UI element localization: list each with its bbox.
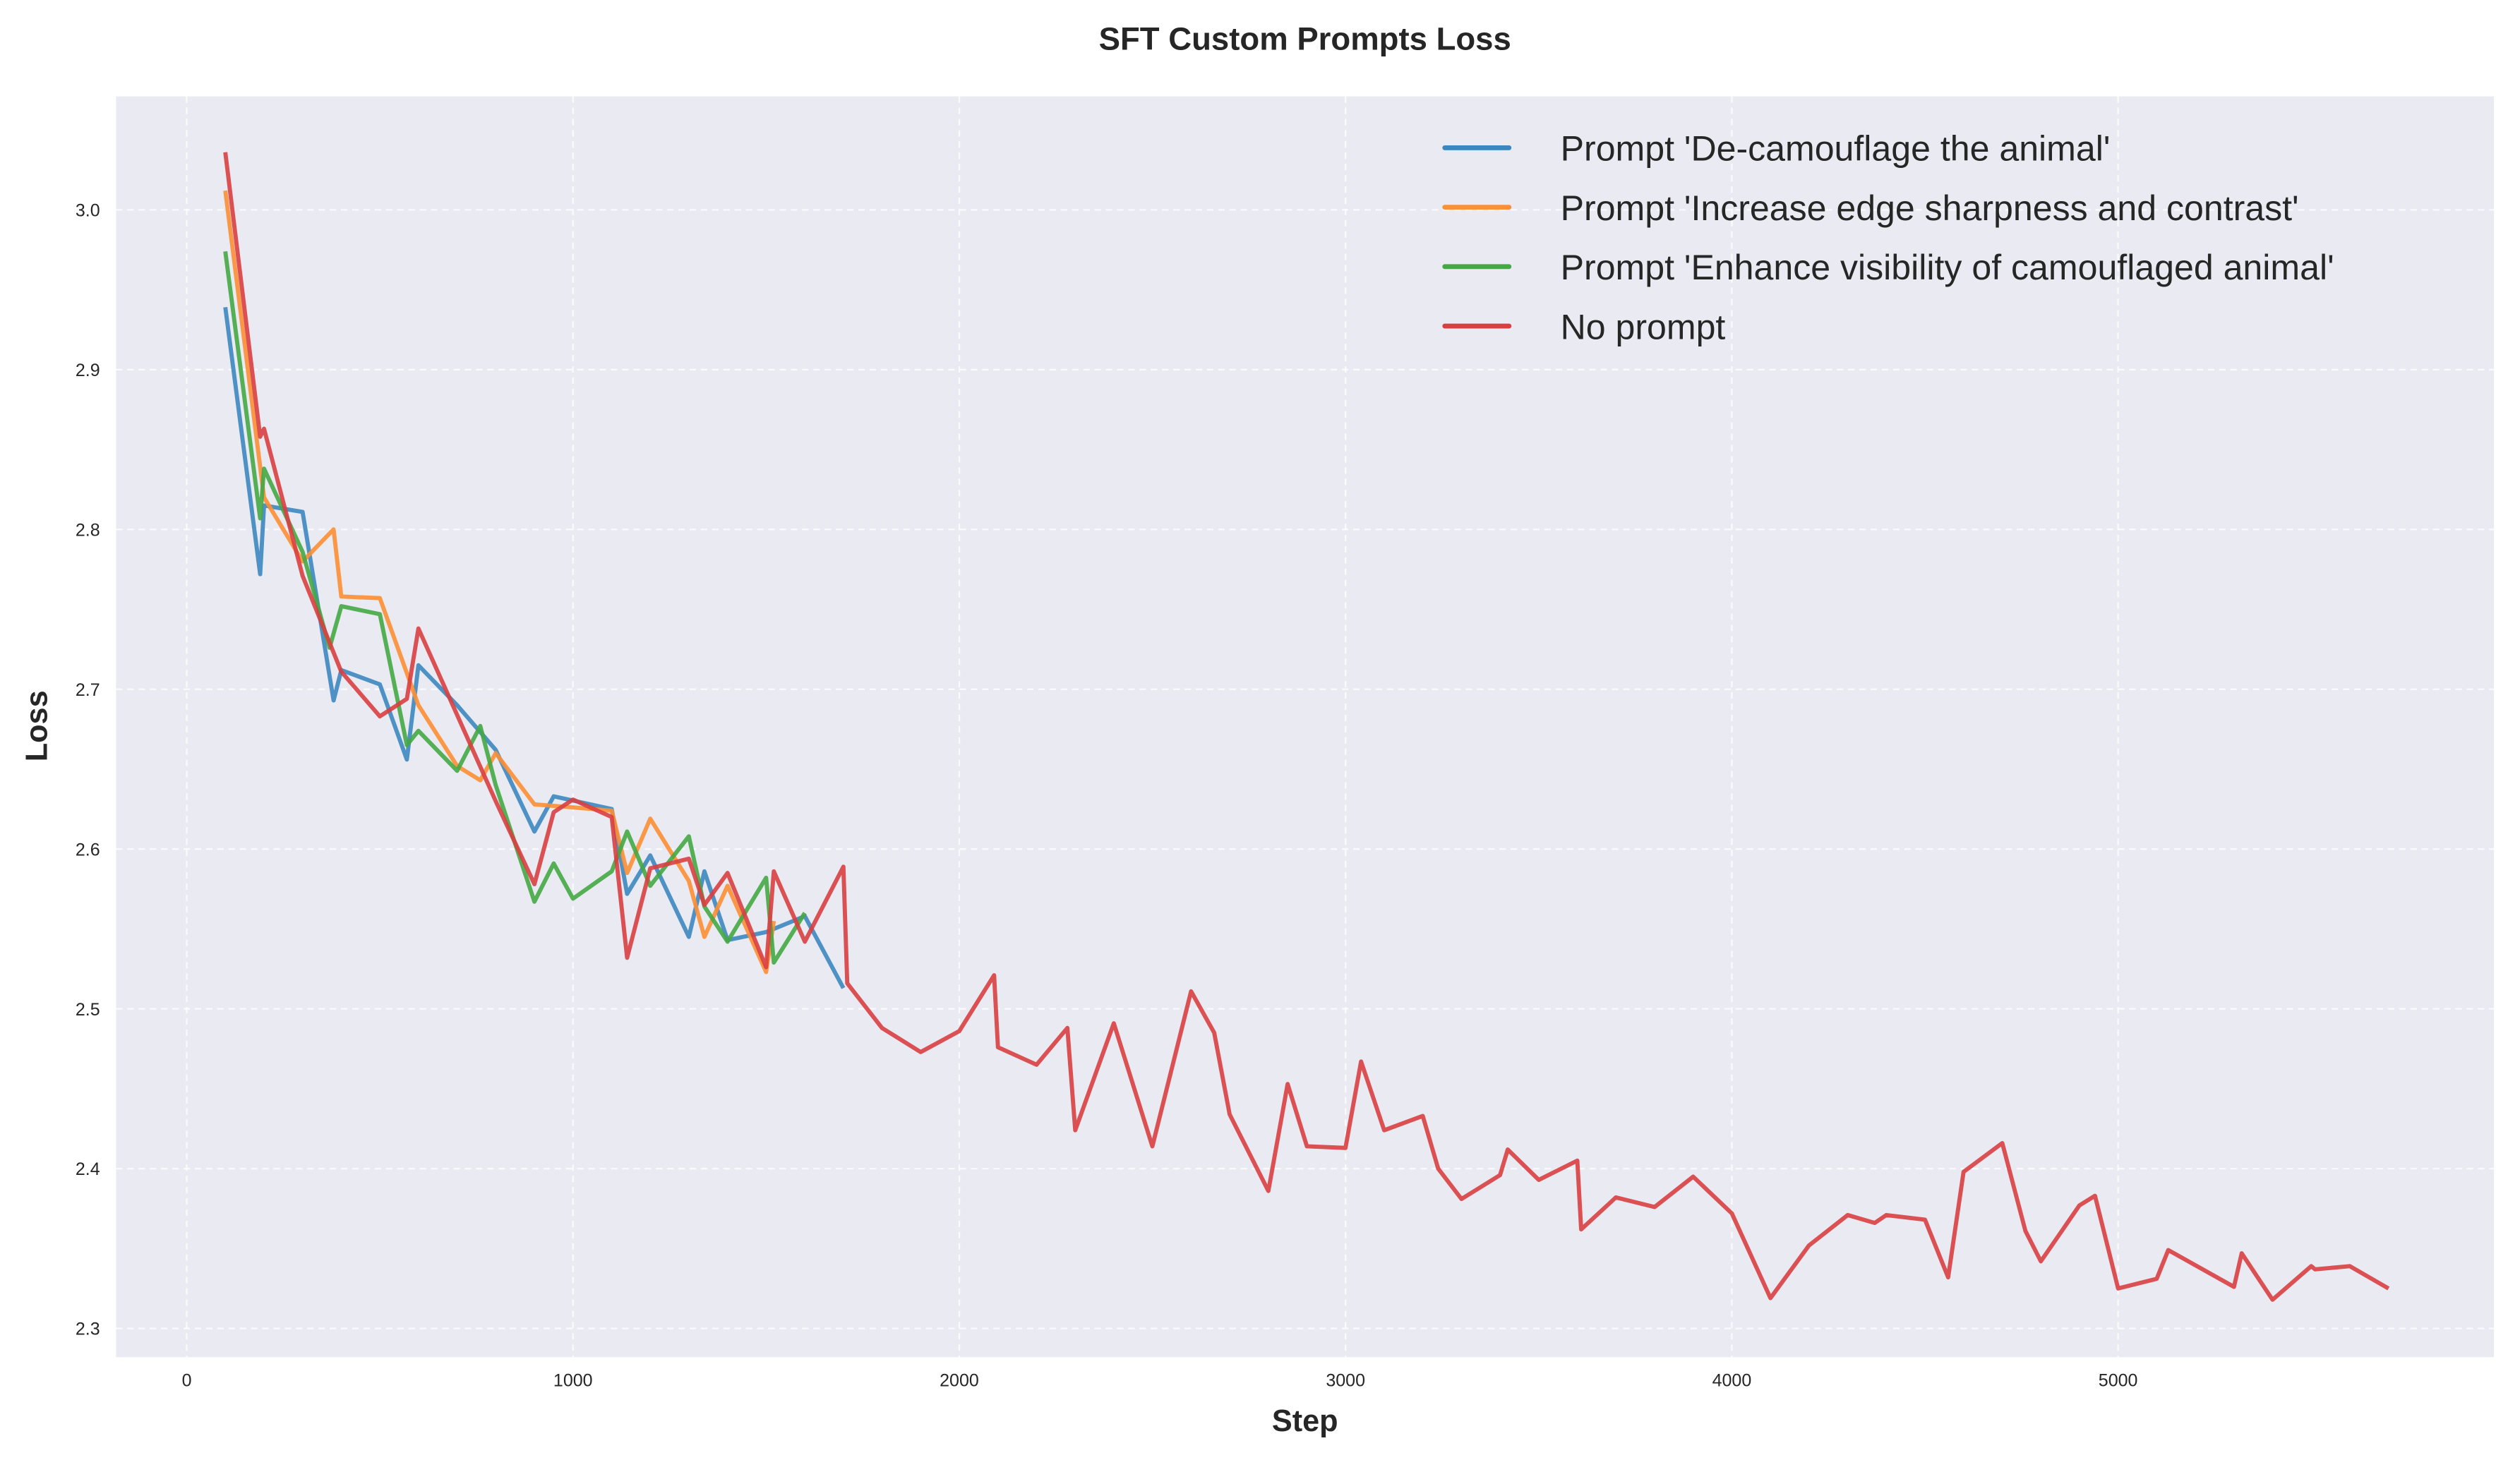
x-tick-label: 5000 bbox=[2099, 1370, 2138, 1390]
y-tick-label: 2.9 bbox=[76, 361, 100, 380]
y-tick-label: 2.5 bbox=[76, 1000, 100, 1020]
legend-label: Prompt 'Enhance visibility of camouflage… bbox=[1561, 248, 2334, 287]
series-line-3 bbox=[223, 152, 2390, 1302]
y-tick-labels: 2.3 2.4 2.5 2.6 2.7 2.8 2.9 3.0 bbox=[76, 200, 100, 1339]
y-tick-label: 2.7 bbox=[76, 680, 100, 700]
chart-title: SFT Custom Prompts Loss bbox=[1099, 21, 1511, 57]
x-tick-label: 3000 bbox=[1326, 1370, 1365, 1390]
y-tick-label: 3.0 bbox=[76, 200, 100, 220]
legend: Prompt 'De-camouflage the animal' Prompt … bbox=[1442, 129, 2334, 346]
y-tick-label: 2.4 bbox=[76, 1159, 100, 1179]
legend-label: Prompt 'Increase edge sharpness and cont… bbox=[1561, 188, 2299, 228]
y-tick-label: 2.3 bbox=[76, 1320, 100, 1339]
series-lines bbox=[223, 152, 2390, 1302]
series-line-1 bbox=[223, 190, 776, 975]
x-tick-label: 4000 bbox=[1712, 1370, 1752, 1390]
legend-label: Prompt 'De-camouflage the animal' bbox=[1561, 129, 2111, 169]
x-tick-labels: 0 1000 2000 3000 4000 5000 bbox=[182, 1370, 2138, 1390]
y-tick-label: 2.6 bbox=[76, 840, 100, 859]
y-axis-label: Loss bbox=[20, 690, 54, 761]
x-tick-label: 0 bbox=[182, 1370, 192, 1390]
y-tick-label: 2.8 bbox=[76, 520, 100, 540]
x-tick-label: 1000 bbox=[553, 1370, 593, 1390]
legend-label: No prompt bbox=[1561, 307, 1726, 346]
x-axis-label: Step bbox=[1272, 1404, 1338, 1438]
x-tick-label: 2000 bbox=[940, 1370, 979, 1390]
